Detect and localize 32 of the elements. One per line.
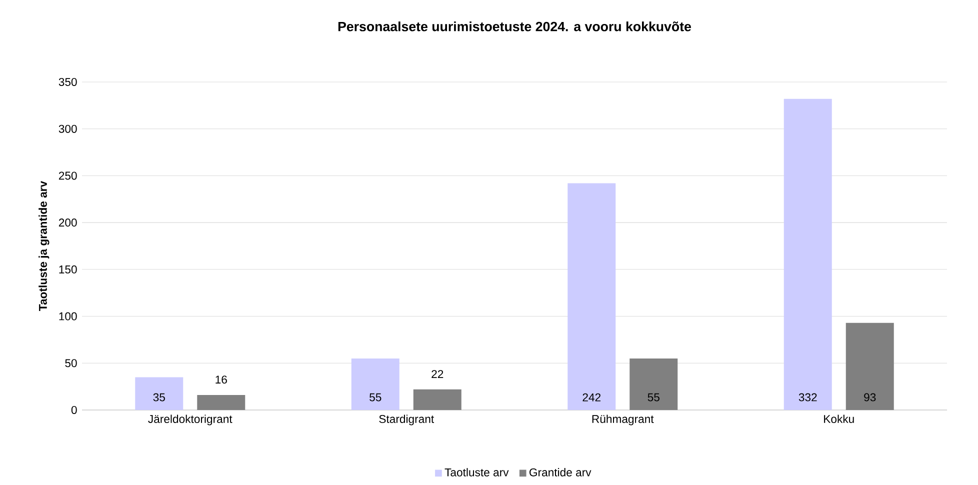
y-tick-label: 50	[65, 359, 77, 368]
bar	[351, 358, 400, 410]
data-label: 93	[864, 393, 876, 402]
x-tick-label: Kokku	[824, 414, 854, 424]
bar	[568, 183, 616, 410]
data-label: 55	[370, 393, 382, 402]
y-tick-label: 300	[58, 124, 77, 133]
x-tick-label: Rühmagrant	[592, 414, 654, 426]
data-label: 332	[798, 393, 817, 402]
y-tick-label: 150	[59, 265, 77, 274]
bar	[846, 322, 894, 410]
legend-label: Grantide arv	[530, 468, 592, 476]
x-tick-label: Stardigrant	[379, 414, 434, 426]
bar	[630, 358, 678, 410]
data-label: 242	[582, 393, 601, 402]
y-axis-title: Taotluste ja grantide arv	[38, 180, 50, 311]
y-tick-label: 100	[59, 312, 77, 320]
data-label: 55	[648, 393, 660, 402]
y-tick-label: 0	[71, 406, 77, 414]
bar	[135, 377, 184, 410]
y-tick-label: 350	[58, 78, 77, 86]
data-label: 35	[153, 393, 165, 402]
data-label: 16	[216, 376, 227, 384]
bar	[784, 98, 832, 410]
bar	[197, 394, 246, 410]
x-tick-label: Järeldoktorigrant	[148, 414, 232, 426]
data-label: 22	[432, 370, 444, 378]
bar	[413, 389, 462, 410]
y-tick-label: 200	[58, 218, 77, 227]
chart-title: Personaalsete uurimistoetuste 2024. a vooru kokkuvõte	[338, 21, 691, 32]
y-tick-label: 250	[58, 172, 77, 180]
legend-label: Taotluste arv	[444, 468, 509, 476]
